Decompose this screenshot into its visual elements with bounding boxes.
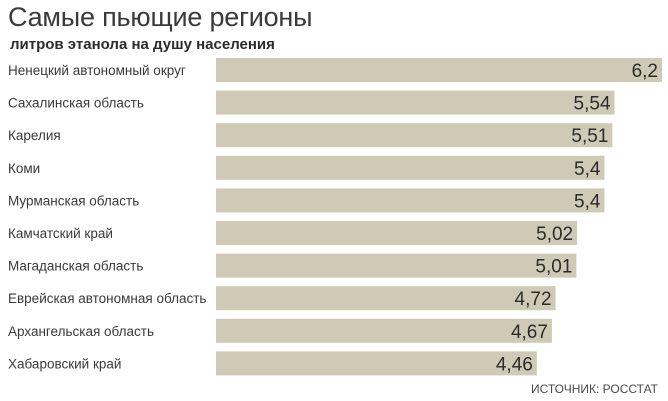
bar xyxy=(216,58,662,82)
category-label: Архангельская область xyxy=(8,324,154,339)
value-label: 4,67 xyxy=(511,322,548,343)
category-label: Магаданская область xyxy=(8,259,143,274)
value-label: 4,72 xyxy=(515,289,552,310)
value-label: 5,54 xyxy=(574,94,611,115)
bar xyxy=(216,286,556,311)
bar xyxy=(216,318,552,343)
value-label: 5,4 xyxy=(574,159,601,180)
source-note: ИСТОЧНИК: РОССТАТ xyxy=(530,382,658,396)
category-label: Сахалинская область xyxy=(8,96,144,111)
bar xyxy=(216,221,578,245)
value-label: 4,46 xyxy=(496,354,533,375)
bar xyxy=(216,188,605,213)
bar xyxy=(216,351,537,376)
value-label: 5,4 xyxy=(574,191,601,212)
category-label: Мурманская область xyxy=(8,193,139,208)
value-label: 5,51 xyxy=(571,126,608,147)
category-label: Карелия xyxy=(8,128,61,143)
value-label: 5,02 xyxy=(536,224,573,245)
category-label: Еврейская автономная область xyxy=(8,291,206,306)
category-label: Ненецкий автономный округ xyxy=(8,63,186,78)
chart-title: Самые пьющие регионы xyxy=(8,2,313,32)
value-label: 6,2 xyxy=(632,61,658,82)
category-label: Хабаровский край xyxy=(8,356,121,371)
chart-subtitle: литров этанола на душу населения xyxy=(10,36,275,53)
category-label: Коми xyxy=(8,161,40,176)
bar xyxy=(216,90,615,115)
bar xyxy=(216,155,605,180)
value-label: 5,01 xyxy=(535,257,572,278)
category-label: Камчатский край xyxy=(8,226,113,241)
bar xyxy=(216,123,613,148)
bar xyxy=(216,253,577,278)
